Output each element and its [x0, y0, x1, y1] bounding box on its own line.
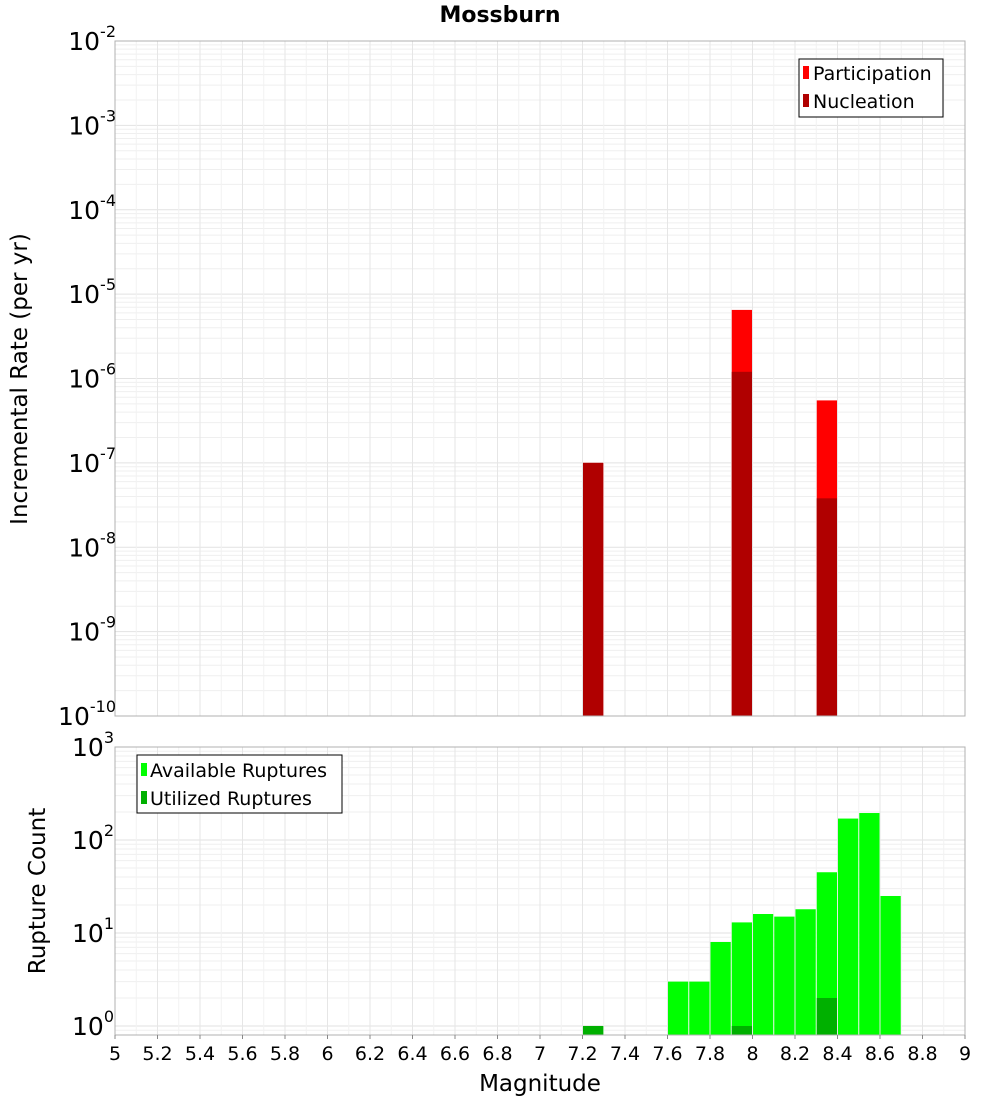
rate-y-tick-label: 10-4 — [68, 191, 116, 225]
count-plot-bars — [583, 813, 901, 1035]
count-legend: Available Ruptures Utilized Ruptures — [136, 754, 343, 814]
rate-bar-nucleation — [816, 498, 837, 716]
rate-y-tick-label: 10-2 — [68, 22, 116, 56]
x-tick-label: 7.2 — [567, 1043, 597, 1065]
x-tick-label: 8.6 — [865, 1043, 895, 1065]
x-tick-label: 6.2 — [355, 1043, 385, 1065]
x-tick-label: 6.8 — [482, 1043, 512, 1065]
count-bar-available-ruptures — [795, 909, 816, 1035]
count-bar-available-ruptures — [710, 942, 731, 1035]
legend-swatch-participation — [803, 66, 809, 79]
rate-bar-nucleation — [583, 462, 604, 716]
rate-y-tick-label: 10-8 — [68, 528, 116, 562]
x-tick-label: 7.4 — [610, 1043, 640, 1065]
chart-title: Mossburn — [439, 3, 560, 28]
rate-y-tick-label: 10-10 — [58, 697, 116, 731]
count-y-tick-label: 102 — [72, 821, 114, 855]
x-tick-label: 5.8 — [270, 1043, 300, 1065]
rate-y-tick-label: 10-5 — [68, 275, 116, 309]
x-tick-label: 6.6 — [440, 1043, 470, 1065]
x-tick-label: 5.4 — [185, 1043, 215, 1065]
x-tick-label: 5.2 — [142, 1043, 172, 1065]
x-tick-label: 6 — [321, 1043, 333, 1065]
rate-plot-frame — [114, 40, 966, 717]
legend-label-utilized: Utilized Ruptures — [150, 788, 312, 810]
x-tick-label: 7.6 — [652, 1043, 682, 1065]
count-legend-box — [136, 754, 343, 814]
x-ticks: 5 5.2 5.4 5.6 5.8 6 6.2 6.4 6.6 6.8 7 7.2 7.4 7.6 7.8 8… — [109, 1035, 971, 1065]
legend-swatch-available — [141, 763, 147, 776]
count-bar-utilized-ruptures — [583, 1025, 604, 1035]
x-tick-label: 5.6 — [227, 1043, 257, 1065]
count-y-ticks: 100 101 102 103 — [72, 728, 114, 1041]
x-tick-label: 6.4 — [397, 1043, 427, 1065]
count-bar-available-ruptures — [753, 914, 774, 1035]
count-bar-available-ruptures — [668, 981, 689, 1035]
count-bar-utilized-ruptures — [816, 997, 837, 1035]
rate-plot: 10-10 10-9 10-8 10-7 10-6 10-5 10-4 10-3 10-2 Mo… — [7, 3, 966, 731]
x-tick-label: 5 — [109, 1043, 121, 1065]
count-y-tick-label: 103 — [72, 728, 114, 762]
count-bar-available-ruptures — [689, 981, 710, 1035]
x-tick-label: 8.4 — [822, 1043, 852, 1065]
rate-y-tick-label: 10-6 — [68, 360, 116, 394]
count-bar-utilized-ruptures — [731, 1025, 752, 1035]
rate-legend-box — [798, 58, 944, 118]
rate-y-tick-label: 10-9 — [68, 613, 116, 647]
legend-label-nucleation: Nucleation — [813, 91, 915, 113]
rate-y-tick-label: 10-7 — [68, 444, 116, 478]
legend-swatch-utilized — [141, 791, 147, 804]
count-plot: 100 101 102 103 5 5.2 5.4 5.6 5.8 6 6.2 6.4 6.6 6.8 7… — [25, 728, 971, 1097]
x-tick-label: 8.8 — [907, 1043, 937, 1065]
x-tick-label: 9 — [959, 1043, 971, 1065]
count-y-tick-label: 101 — [72, 914, 114, 948]
count-bar-available-ruptures — [859, 813, 880, 1035]
rate-y-axis-label: Incremental Rate (per yr) — [7, 233, 33, 525]
rate-y-ticks: 10-10 10-9 10-8 10-7 10-6 10-5 10-4 10-3 10-2 — [58, 22, 116, 731]
count-bar-available-ruptures — [816, 872, 837, 1035]
legend-label-available: Available Ruptures — [150, 760, 327, 782]
rate-y-tick-label: 10-3 — [68, 106, 116, 140]
rate-bar-nucleation — [731, 371, 752, 716]
x-tick-label: 8.2 — [780, 1043, 810, 1065]
rate-plot-grid — [114, 41, 966, 717]
count-bar-available-ruptures — [731, 922, 752, 1035]
x-tick-label: 7 — [534, 1043, 546, 1065]
x-tick-label: 7.8 — [695, 1043, 725, 1065]
legend-swatch-nucleation — [803, 94, 809, 107]
count-bar-available-ruptures — [774, 916, 795, 1035]
count-y-axis-label: Rupture Count — [25, 808, 51, 974]
count-y-tick-label: 100 — [72, 1007, 114, 1041]
legend-label-participation: Participation — [813, 63, 932, 85]
x-axis-label: Magnitude — [479, 1071, 601, 1097]
rate-plot-bars — [583, 309, 837, 716]
count-bar-available-ruptures — [838, 818, 859, 1035]
count-bar-available-ruptures — [880, 895, 901, 1035]
rate-legend: Participation Nucleation — [798, 58, 944, 118]
x-tick-label: 8 — [746, 1043, 758, 1065]
